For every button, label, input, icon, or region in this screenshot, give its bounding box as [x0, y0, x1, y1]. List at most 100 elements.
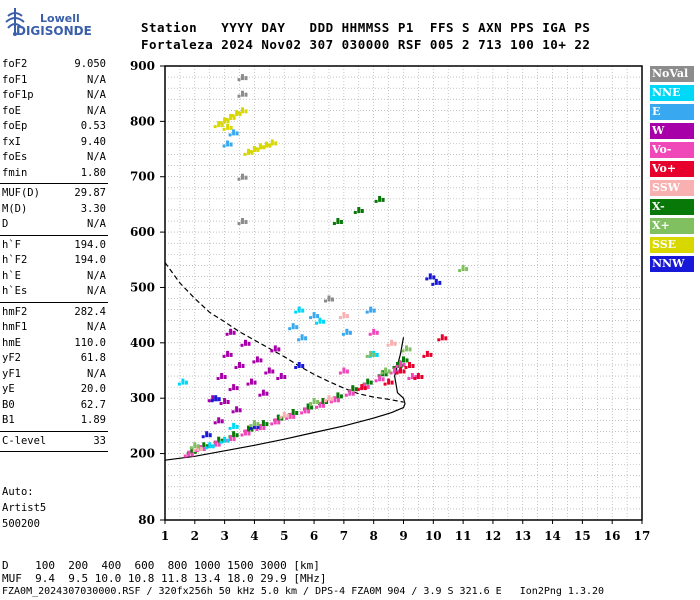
echo-point [229, 352, 233, 357]
echo-point [271, 369, 275, 374]
echo-point [420, 375, 424, 379]
echo-point [235, 433, 239, 438]
echo-point [232, 422, 236, 429]
param-name: C-level [2, 434, 47, 447]
echo-point [220, 123, 224, 128]
echo-point [324, 399, 327, 403]
echo-point [228, 388, 232, 392]
legend-item: Vo+ [650, 161, 694, 177]
echo-point [270, 139, 274, 146]
echo-point [256, 422, 260, 427]
param-row: M(D) 3.30 [0, 203, 106, 217]
echo-point [261, 145, 265, 149]
echo-point [183, 454, 187, 458]
echo-point [411, 364, 415, 368]
param-value: N/A [87, 218, 106, 230]
echo-point [386, 343, 390, 347]
echo-point [258, 424, 262, 430]
param-row: MUF(D) 29.87 [0, 187, 106, 201]
echo-point [229, 113, 233, 120]
echo-point [241, 364, 245, 368]
echo-point [255, 147, 259, 151]
param-value: 61.8 [80, 352, 106, 364]
echo-point [327, 395, 331, 402]
echo-point [372, 308, 376, 313]
param-name: foEs [2, 151, 28, 163]
param-row: hmF1 N/A [0, 321, 106, 335]
echo-point [190, 447, 194, 454]
y-tick-label: 600 [130, 225, 155, 239]
x-tick-label: 16 [604, 529, 621, 543]
echo-point [244, 429, 247, 436]
echo-point [357, 207, 361, 213]
echo-point [244, 76, 248, 81]
echo-point [270, 349, 274, 353]
echo-point [288, 327, 292, 331]
echo-point [189, 446, 193, 450]
echo-point [208, 433, 212, 438]
echo-point [259, 358, 263, 363]
param-name: foF2 [2, 58, 28, 70]
legend-item: W [650, 123, 694, 139]
echo-point [223, 398, 227, 404]
echo-point [381, 377, 385, 382]
param-row: yF2 61.8 [0, 352, 106, 366]
param-value: 194.0 [74, 254, 106, 266]
echo-point [232, 431, 236, 438]
echo-point [228, 133, 232, 137]
echo-point [432, 275, 436, 280]
echo-point [286, 413, 290, 418]
echo-point [213, 421, 217, 425]
param-name: yF2 [2, 352, 21, 364]
echo-point [297, 306, 301, 313]
echo-point [222, 144, 226, 148]
echo-point [217, 121, 221, 128]
echo-point [253, 380, 257, 385]
echo-point [353, 211, 357, 214]
legend-item: X- [650, 199, 694, 215]
echo-point [401, 349, 405, 353]
echo-point [444, 336, 448, 341]
echo-point [318, 401, 322, 408]
echo-point [217, 397, 221, 402]
echo-point [205, 431, 209, 438]
echo-point [177, 382, 181, 386]
echo-point [304, 336, 308, 341]
echo-point [324, 299, 327, 303]
echo-point [241, 218, 244, 224]
echo-point [277, 420, 281, 425]
param-name: foF1 [2, 73, 28, 86]
echo-point [229, 435, 233, 442]
echo-point [244, 220, 248, 224]
x-tick-label: 6 [310, 529, 318, 543]
param-value: 1.89 [80, 414, 106, 426]
param-value: N/A [87, 73, 106, 86]
echo-point [211, 444, 215, 449]
x-tick-label: 2 [191, 529, 199, 543]
echo-point [210, 399, 214, 403]
param-row: h`F 194.0 [0, 239, 106, 253]
echo-point [223, 117, 227, 124]
y-tick-label: 500 [130, 280, 155, 294]
echo-point [232, 437, 236, 442]
echo-point [231, 114, 235, 118]
echo-point [202, 447, 206, 451]
echo-point [366, 385, 370, 389]
param-row: D N/A [0, 218, 106, 232]
echo-point [292, 414, 296, 419]
echo-point [273, 418, 277, 425]
echo-point [342, 312, 346, 319]
echo-point [378, 375, 382, 382]
echo-point [300, 334, 304, 341]
echo-point [291, 323, 295, 330]
echo-point [279, 415, 283, 419]
echo-point [213, 125, 217, 129]
header-line-1: Station YYYY DAY DDD HHMMSS P1 FFS S AXN… [141, 20, 591, 35]
echo-point [366, 378, 370, 385]
echo-point [365, 310, 369, 314]
y-tick-label: 80 [138, 513, 155, 527]
echo-point [431, 282, 435, 286]
echo-point [425, 277, 429, 281]
echo-point [408, 347, 412, 352]
